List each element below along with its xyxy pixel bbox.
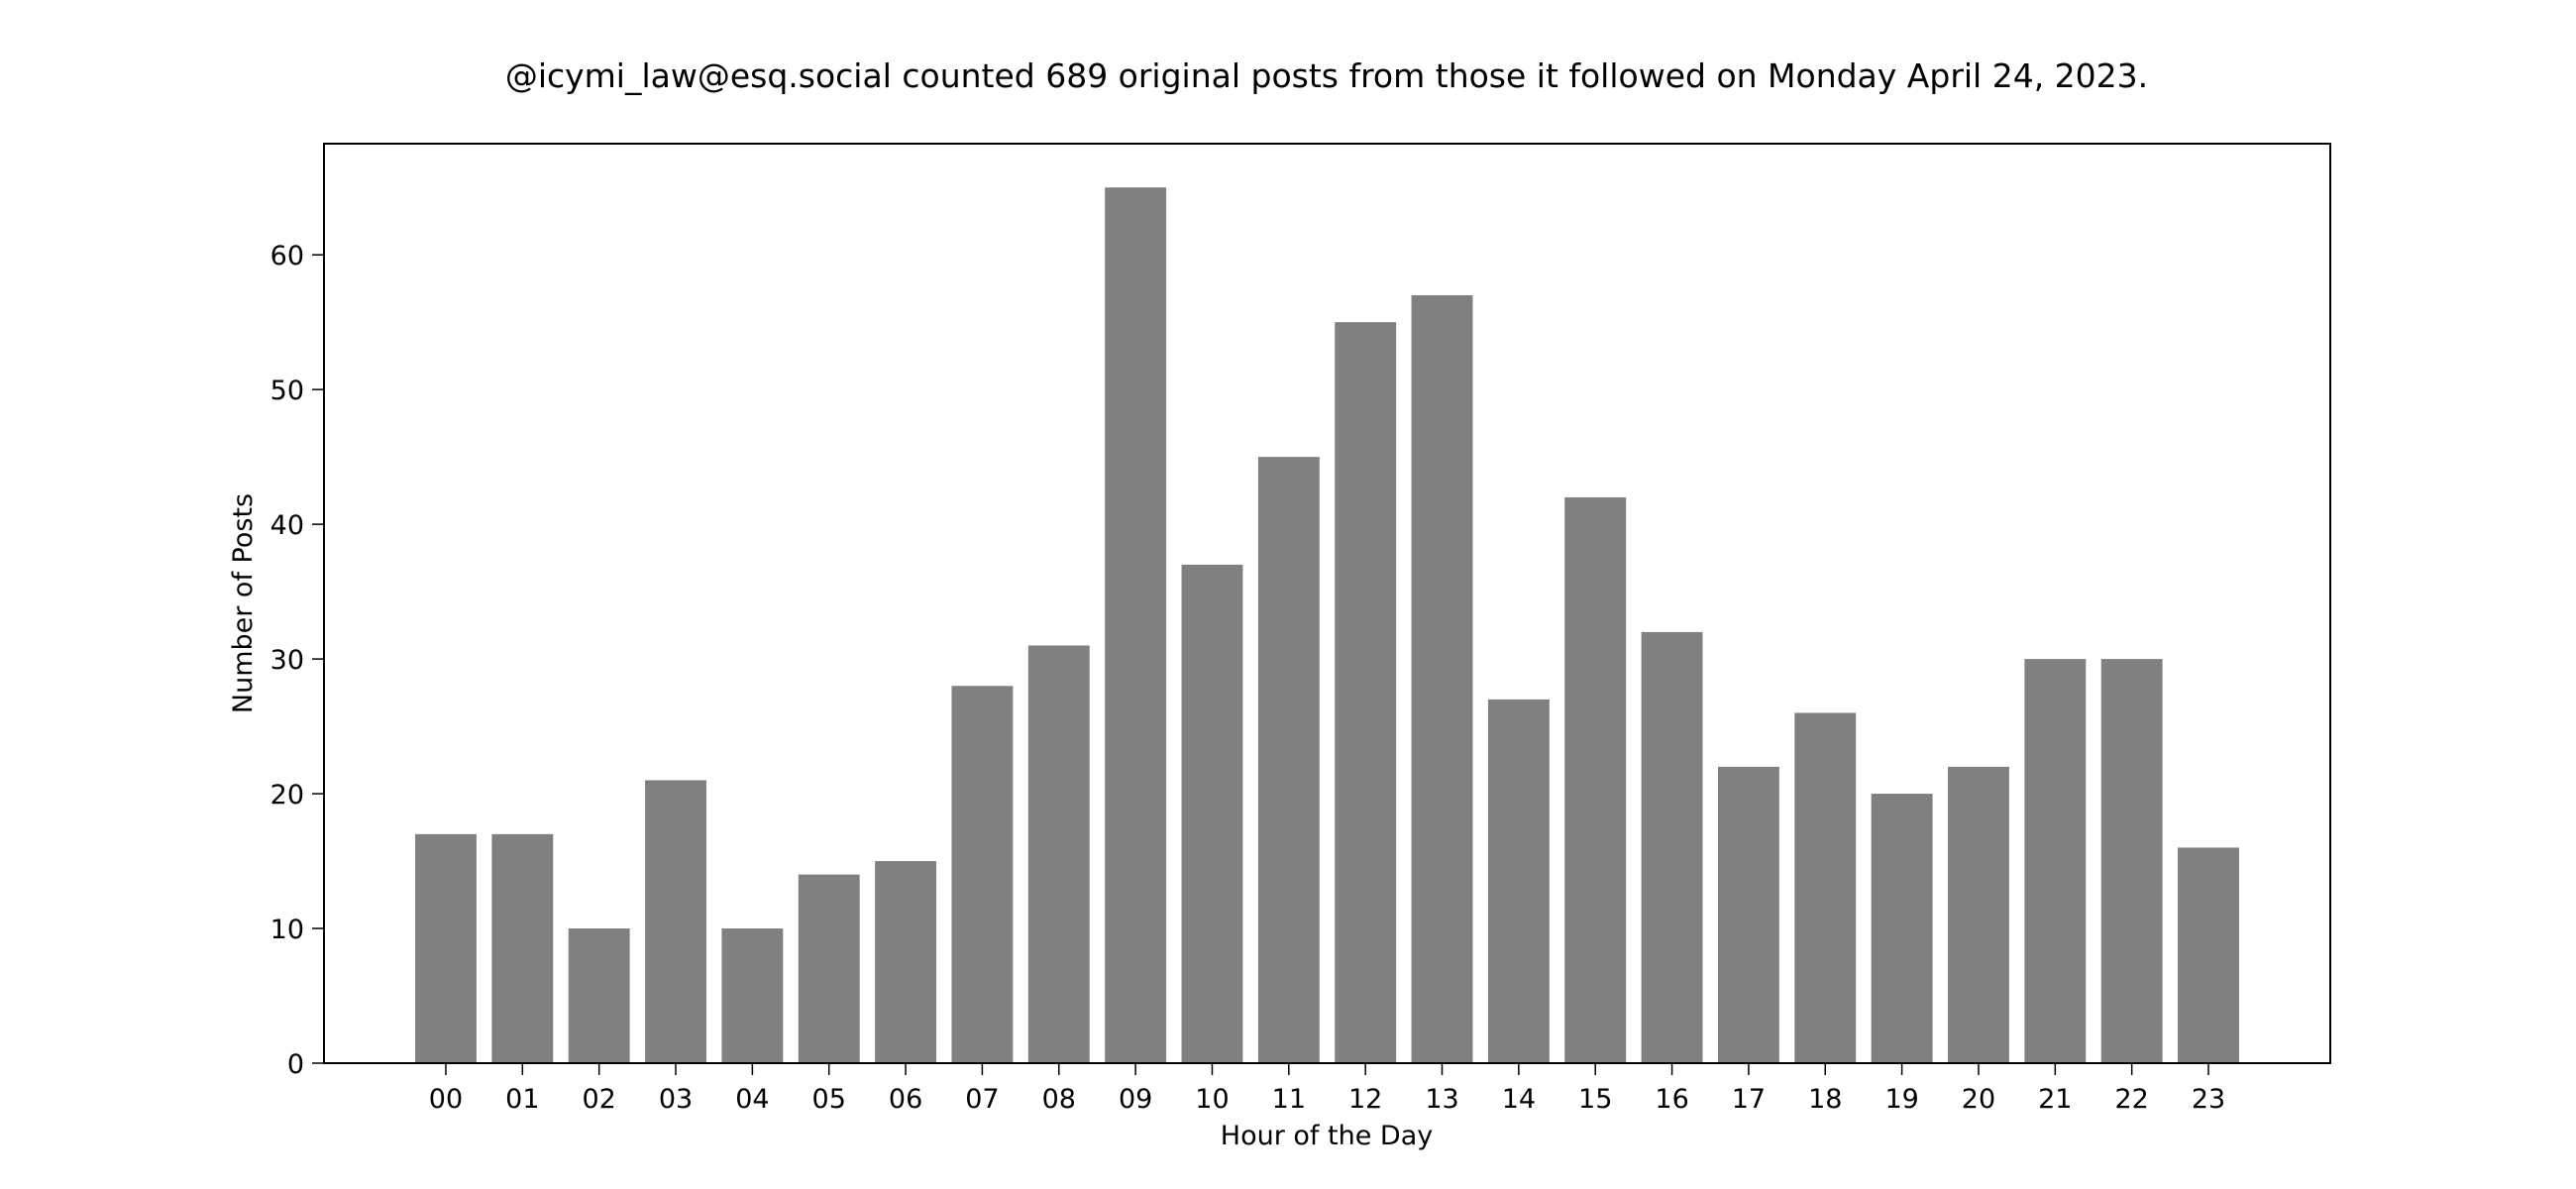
- bar-01: [491, 833, 554, 1063]
- y-tick-label: 30: [270, 645, 304, 676]
- bar-12: [1335, 322, 1397, 1064]
- x-tick-label: 00: [429, 1084, 463, 1115]
- x-tick-label: 07: [965, 1084, 999, 1115]
- bar-00: [415, 833, 477, 1063]
- y-tick-label: 50: [270, 376, 304, 406]
- bar-20: [1948, 766, 2009, 1063]
- x-tick-label: 10: [1195, 1084, 1229, 1115]
- x-tick-label: 19: [1884, 1084, 1918, 1115]
- x-tick-label: 20: [1962, 1084, 1995, 1115]
- x-tick-label: 06: [889, 1084, 922, 1115]
- y-axis-label: Number of Posts: [228, 493, 259, 713]
- bar-05: [798, 874, 860, 1063]
- x-tick-label: 14: [1502, 1084, 1536, 1115]
- bar-10: [1181, 564, 1243, 1063]
- x-tick-label: 17: [1732, 1084, 1766, 1115]
- y-tick-label: 10: [270, 915, 304, 945]
- x-tick-label: 03: [659, 1084, 693, 1115]
- bar-21: [2024, 659, 2087, 1063]
- bar-23: [2178, 847, 2239, 1063]
- x-tick-label: 02: [583, 1084, 616, 1115]
- y-tick-label: 20: [270, 780, 304, 811]
- x-tick-label: 15: [1578, 1084, 1612, 1115]
- bar-07: [951, 686, 1014, 1063]
- plot-frame: [323, 143, 2331, 1064]
- bar-17: [1717, 766, 1779, 1063]
- bar-03: [645, 780, 706, 1063]
- x-tick-label: 01: [505, 1084, 539, 1115]
- bar-15: [1564, 496, 1627, 1063]
- chart-title: @icymi_law@esq.social counted 689 origin…: [505, 56, 2148, 95]
- x-axis-label: Hour of the Day: [1221, 1121, 1433, 1151]
- x-tick-label: 04: [735, 1084, 769, 1115]
- x-tick-label: 16: [1655, 1084, 1688, 1115]
- y-tick-label: 0: [287, 1049, 304, 1080]
- y-tick-label: 60: [270, 241, 304, 271]
- bar-16: [1641, 631, 1703, 1063]
- x-tick-label: 22: [2114, 1084, 2148, 1115]
- bar-09: [1105, 187, 1167, 1063]
- bar-02: [568, 928, 630, 1063]
- bar-13: [1411, 294, 1473, 1063]
- bar-22: [2100, 659, 2163, 1063]
- bar-19: [1871, 794, 1933, 1063]
- x-tick-label: 11: [1272, 1084, 1306, 1115]
- x-tick-label: 23: [2192, 1084, 2225, 1115]
- x-tick-label: 05: [812, 1084, 846, 1115]
- bar-18: [1794, 712, 1857, 1063]
- x-tick-label: 09: [1119, 1084, 1152, 1115]
- x-tick-label: 21: [2038, 1084, 2072, 1115]
- bar-06: [875, 861, 937, 1063]
- bar-11: [1257, 457, 1320, 1064]
- bar-08: [1027, 645, 1090, 1063]
- bar-14: [1487, 699, 1550, 1063]
- x-tick-label: 13: [1425, 1084, 1458, 1115]
- y-tick-label: 40: [270, 510, 304, 541]
- x-tick-label: 12: [1348, 1084, 1382, 1115]
- bar-04: [721, 928, 784, 1063]
- x-tick-label: 18: [1808, 1084, 1842, 1115]
- x-tick-label: 08: [1042, 1084, 1076, 1115]
